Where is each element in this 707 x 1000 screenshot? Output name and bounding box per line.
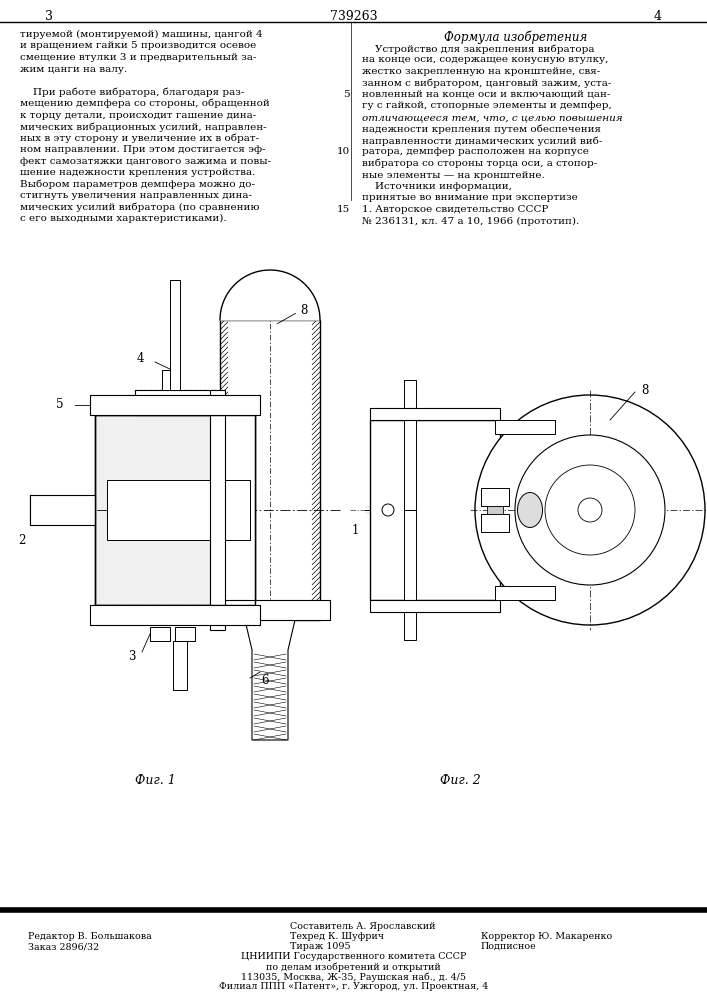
Bar [170, 280, 180, 390]
Text: Выбором параметров демпфера можно до-: Выбором параметров демпфера можно до- [20, 180, 255, 189]
Text: Подписное: Подписное [481, 942, 537, 951]
Text: 6: 6 [262, 674, 269, 686]
Bar [175, 627, 195, 641]
Bar [481, 514, 509, 532]
Text: жестко закрепленную на кронштейне, свя-: жестко закрепленную на кронштейне, свя- [362, 67, 600, 76]
Bar [90, 395, 260, 415]
Bar [495, 420, 555, 434]
Text: ратора, демпфер расположен на корпусе: ратора, демпфер расположен на корпусе [362, 147, 589, 156]
Bar [370, 420, 500, 600]
Text: вибратора со стороны торца оси, а стопор-: вибратора со стороны торца оси, а стопор… [362, 159, 597, 168]
Text: стигнуть увеличения направленных дина-: стигнуть увеличения направленных дина- [20, 191, 252, 200]
Text: Фиг. 1: Фиг. 1 [134, 774, 175, 786]
Text: ных в эту сторону и увеличение их в обрат-: ных в эту сторону и увеличение их в обра… [20, 133, 259, 143]
Bar [162, 370, 178, 390]
Text: с его выходными характеристиками).: с его выходными характеристиками). [20, 214, 226, 223]
Text: Устройство для закрепления вибратора: Устройство для закрепления вибратора [362, 44, 595, 53]
Text: При работе вибратора, благодаря раз-: При работе вибратора, благодаря раз- [20, 88, 244, 97]
Text: 10: 10 [337, 147, 350, 156]
Bar [90, 605, 260, 625]
Text: Формула изобретения: Формула изобретения [445, 30, 588, 43]
Text: мических вибрационных усилий, направлен-: мических вибрационных усилий, направлен- [20, 122, 267, 131]
Text: мических усилий вибратора (по сравнению: мических усилий вибратора (по сравнению [20, 202, 259, 212]
Bar [150, 627, 170, 641]
Bar [95, 415, 255, 605]
Text: 1: 1 [351, 524, 358, 536]
Bar [487, 506, 503, 514]
Text: 739263: 739263 [329, 9, 378, 22]
Text: Фиг. 2: Фиг. 2 [440, 774, 480, 786]
Circle shape [515, 435, 665, 585]
Text: фект самозатяжки цангового зажима и повы-: фект самозатяжки цангового зажима и повы… [20, 156, 271, 165]
Bar [370, 408, 500, 420]
Text: ные элементы — на кронштейне.: ные элементы — на кронштейне. [362, 170, 544, 180]
Text: 2: 2 [18, 534, 25, 546]
Text: 8: 8 [641, 383, 649, 396]
Bar [481, 488, 509, 506]
Polygon shape [220, 270, 320, 320]
Text: отличающееся тем, что, с целью повышения: отличающееся тем, что, с целью повышения [362, 113, 623, 122]
Text: к торцу детали, происходит гашение дина-: к торцу детали, происходит гашение дина- [20, 110, 256, 119]
Text: гу с гайкой, стопорные элементы и демпфер,: гу с гайкой, стопорные элементы и демпфе… [362, 102, 612, 110]
Bar [404, 380, 416, 510]
Text: 113035, Москва, Ж-35, Раушская наб., д. 4/5: 113035, Москва, Ж-35, Раушская наб., д. … [241, 972, 466, 982]
Text: и вращением гайки 5 производится осевое: и вращением гайки 5 производится осевое [20, 41, 256, 50]
Text: Составитель А. Ярославский: Составитель А. Ярославский [290, 922, 436, 931]
Text: ЦНИИПИ Государственного комитета СССР: ЦНИИПИ Государственного комитета СССР [241, 952, 466, 961]
Text: Источники информации,: Источники информации, [362, 182, 512, 191]
Polygon shape [245, 620, 295, 740]
Circle shape [475, 395, 705, 625]
Bar [210, 600, 330, 620]
Text: 8: 8 [300, 304, 308, 316]
Text: Техред К. Шуфрич: Техред К. Шуфрич [290, 932, 384, 941]
Bar [107, 480, 250, 540]
Bar [135, 390, 215, 415]
Text: шение надежности крепления устройства.: шение надежности крепления устройства. [20, 168, 255, 177]
Text: № 236131, кл. 47 а 10, 1966 (прототип).: № 236131, кл. 47 а 10, 1966 (прототип). [362, 217, 579, 226]
Text: 5: 5 [344, 90, 350, 99]
Bar [173, 641, 187, 690]
Text: 7: 7 [180, 654, 187, 666]
Text: направленности динамических усилий виб-: направленности динамических усилий виб- [362, 136, 602, 145]
Text: 4: 4 [653, 9, 662, 22]
Text: Корректор Ю. Макаренко: Корректор Ю. Макаренко [481, 932, 612, 941]
Text: 1. Авторское свидетельство СССР: 1. Авторское свидетельство СССР [362, 205, 549, 214]
Text: принятые во внимание при экспертизе: принятые во внимание при экспертизе [362, 194, 578, 202]
Text: Редактор В. Большакова: Редактор В. Большакова [28, 932, 152, 941]
Text: Филиал ППП «Патент», г. Ужгород, ул. Проектная, 4: Филиал ППП «Патент», г. Ужгород, ул. Про… [219, 982, 488, 991]
Text: 4: 4 [136, 352, 144, 364]
Text: занном с вибратором, цанговый зажим, уста-: занном с вибратором, цанговый зажим, уст… [362, 79, 612, 88]
Text: 3: 3 [128, 650, 136, 664]
Ellipse shape [518, 492, 542, 528]
Text: Заказ 2896/32: Заказ 2896/32 [28, 942, 100, 951]
Bar [220, 320, 320, 620]
Text: смещение втулки 3 и предварительный за-: смещение втулки 3 и предварительный за- [20, 53, 256, 62]
Bar [495, 586, 555, 600]
Bar [404, 510, 416, 640]
Text: жим цанги на валу.: жим цанги на валу. [20, 64, 127, 74]
Text: надежности крепления путем обеспечения: надежности крепления путем обеспечения [362, 124, 601, 134]
Bar [210, 390, 225, 630]
Text: 15: 15 [337, 205, 350, 214]
Text: 3: 3 [45, 9, 54, 22]
Text: мещению демпфера со стороны, обращенной: мещению демпфера со стороны, обращенной [20, 99, 269, 108]
Bar [220, 400, 255, 620]
Text: 5: 5 [57, 398, 64, 412]
Text: Тираж 1095: Тираж 1095 [290, 942, 351, 951]
Circle shape [382, 504, 394, 516]
Bar [95, 415, 255, 605]
Text: по делам изобретений и открытий: по делам изобретений и открытий [266, 962, 441, 972]
Text: ном направлении. При этом достигается эф-: ном направлении. При этом достигается эф… [20, 145, 265, 154]
Bar [30, 495, 95, 525]
Text: на конце оси, содержащее конусную втулку,: на конце оси, содержащее конусную втулку… [362, 55, 608, 64]
Text: новленный на конце оси и включающий цан-: новленный на конце оси и включающий цан- [362, 90, 610, 99]
Bar [370, 600, 500, 612]
Text: тируемой (монтируемой) машины, цангой 4: тируемой (монтируемой) машины, цангой 4 [20, 30, 262, 39]
